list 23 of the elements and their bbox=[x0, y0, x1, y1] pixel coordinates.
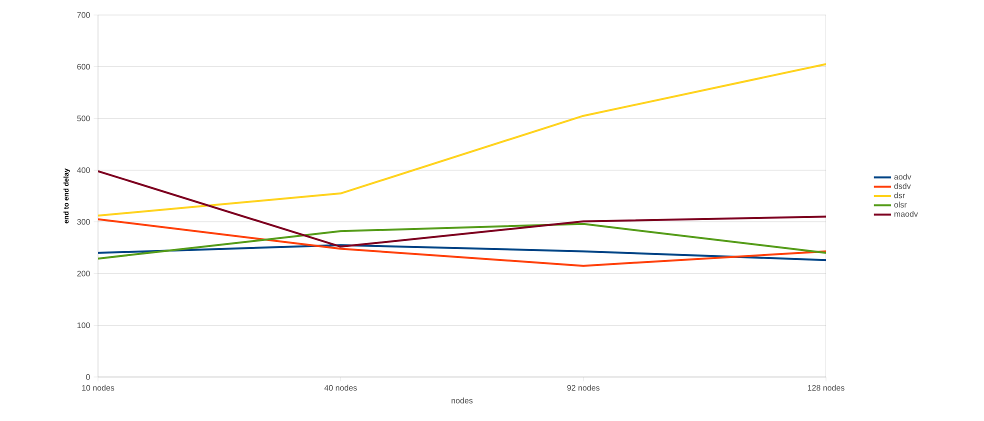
line-series bbox=[98, 244, 826, 262]
y-tick-label: 300 bbox=[77, 219, 90, 225]
y-tick-label: 100 bbox=[77, 322, 90, 328]
x-tick-label: 10 nodes bbox=[82, 384, 114, 391]
y-tick-label: 0 bbox=[86, 374, 90, 380]
legend-label: aodv bbox=[894, 174, 912, 180]
line-series bbox=[98, 170, 826, 248]
line-series bbox=[98, 222, 826, 260]
line-series bbox=[98, 63, 826, 217]
x-axis-title: nodes bbox=[452, 398, 473, 404]
y-tick-label: 400 bbox=[77, 167, 90, 173]
y-tick-label: 600 bbox=[77, 64, 90, 70]
y-tick-label: 700 bbox=[77, 12, 90, 18]
legend-label: olsr bbox=[894, 202, 907, 208]
x-tick-label: 40 nodes bbox=[324, 384, 357, 391]
y-tick-label: 200 bbox=[77, 270, 90, 276]
x-tick-label: 92 nodes bbox=[567, 384, 600, 391]
legend-label: maodv bbox=[894, 210, 918, 217]
legend-label: dsdv bbox=[894, 183, 911, 189]
line-series bbox=[98, 218, 826, 267]
y-tick-label: 500 bbox=[77, 116, 90, 122]
legend-label: dsr bbox=[894, 192, 905, 198]
x-tick-label: 128 nodes bbox=[808, 384, 844, 391]
